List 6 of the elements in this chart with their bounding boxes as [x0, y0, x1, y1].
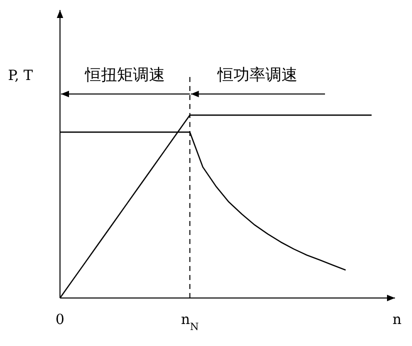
y-axis-title: P, T	[8, 68, 34, 84]
x-tick-label: n$_{N}$	[180, 312, 199, 332]
text: 恒功率调速	[216, 66, 298, 84]
x-tick-label: 0	[56, 312, 64, 328]
text: 恒扭矩调速	[84, 66, 165, 84]
x-axis-title: n	[392, 312, 402, 328]
